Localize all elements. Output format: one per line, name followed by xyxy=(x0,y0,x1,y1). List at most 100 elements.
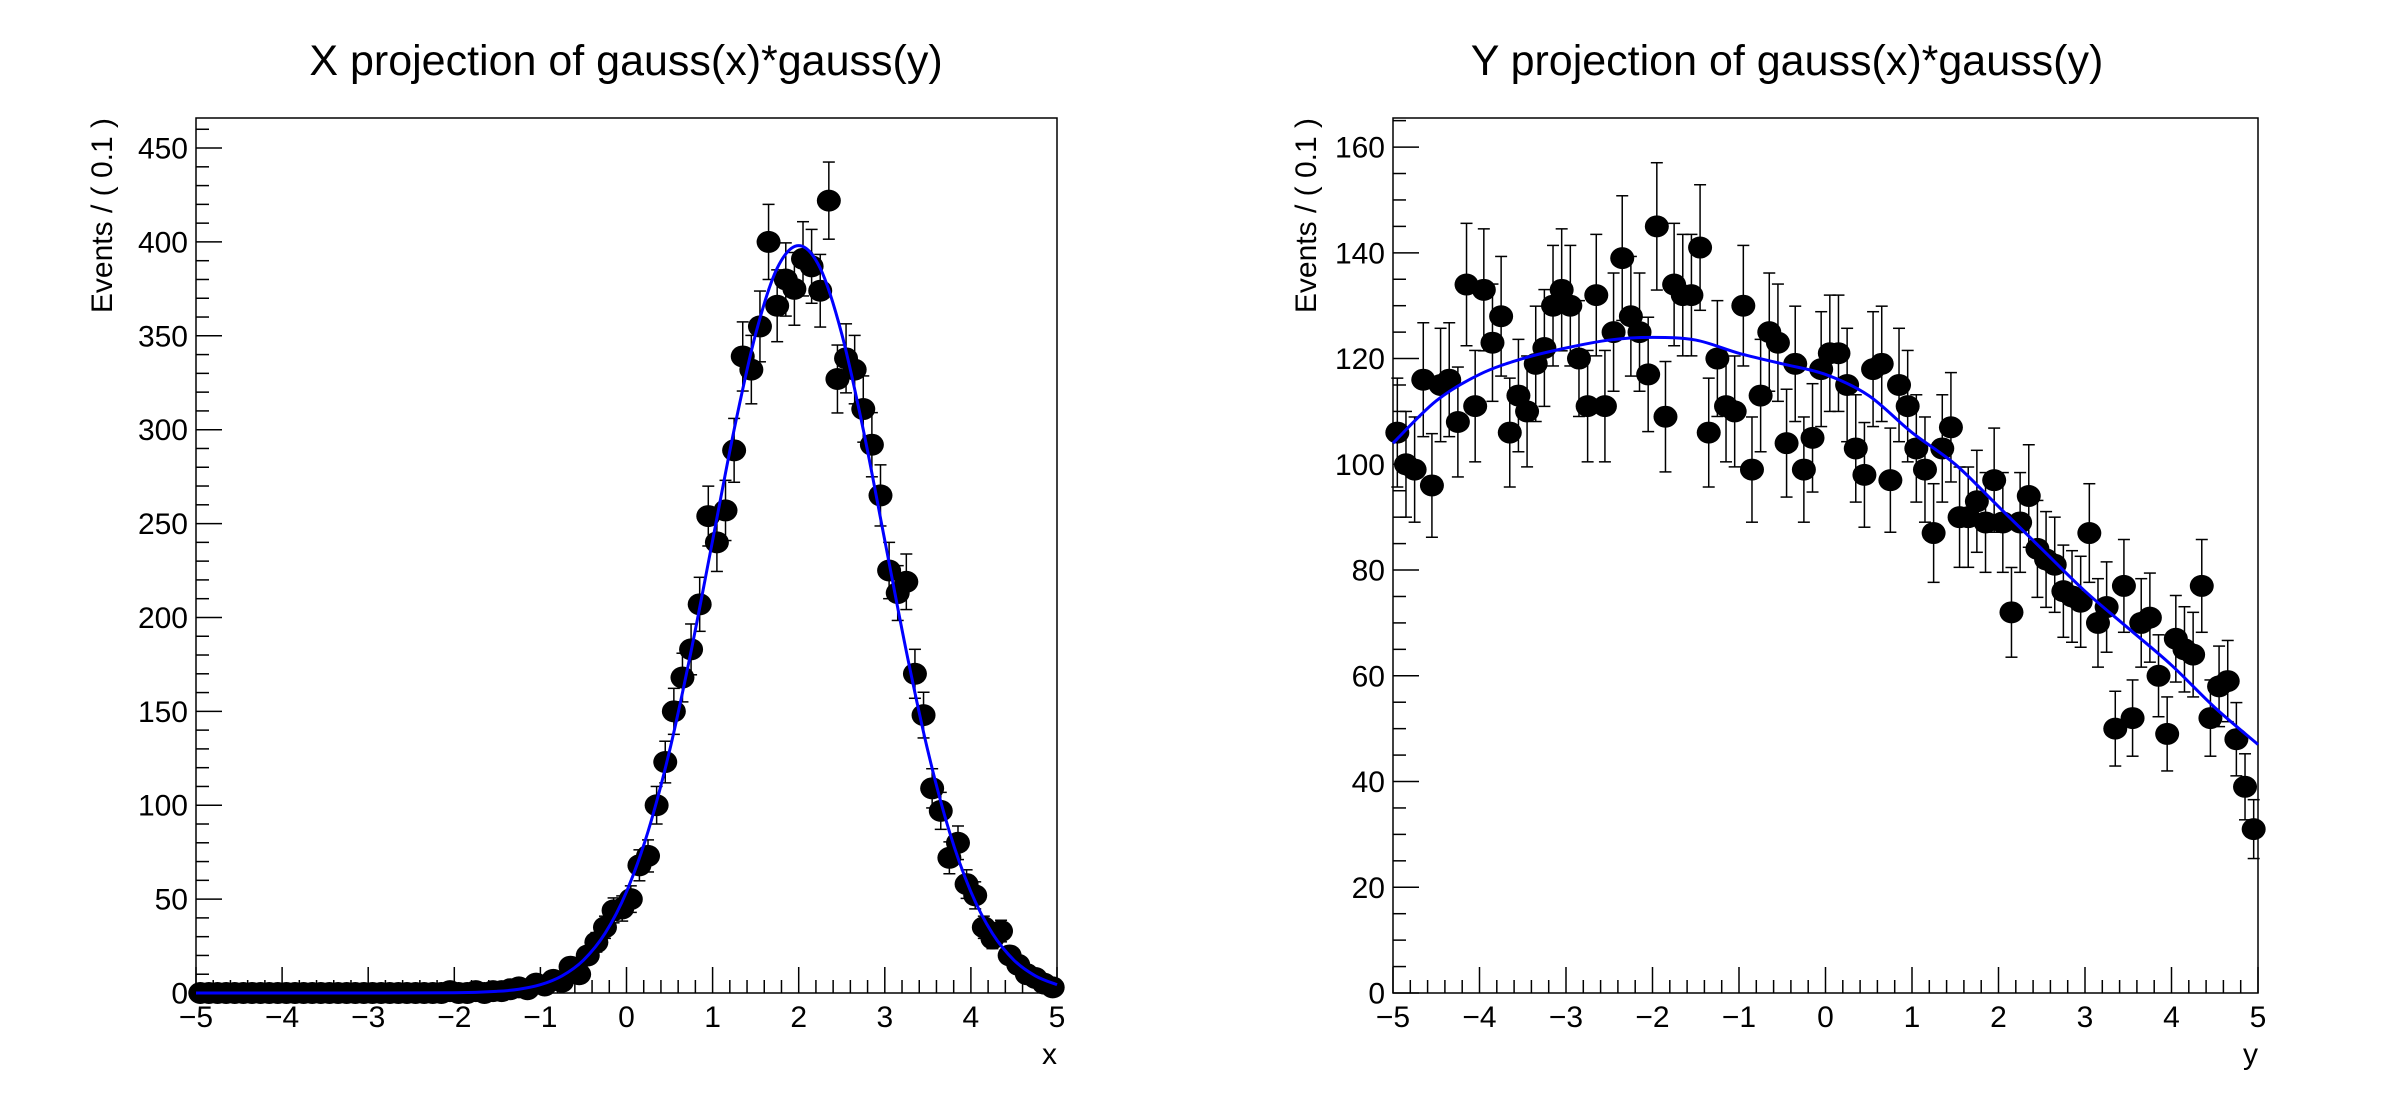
data-point xyxy=(1653,405,1678,428)
data-point xyxy=(2224,728,2249,751)
data-point xyxy=(1852,463,1877,486)
data-point xyxy=(1575,395,1600,418)
data-point xyxy=(2137,606,2162,629)
y-tick-label: 350 xyxy=(138,320,188,353)
y-tick-label: 40 xyxy=(1352,766,1385,799)
y-tick-label: 300 xyxy=(138,414,188,447)
data-point xyxy=(2189,574,2214,597)
data-point xyxy=(1826,342,1851,365)
data-point xyxy=(1696,421,1721,444)
data-point xyxy=(782,277,807,300)
y-tick-label: 80 xyxy=(1352,555,1385,588)
x-tick-label: −2 xyxy=(1635,1001,1669,1034)
data-point xyxy=(1791,458,1816,481)
data-point xyxy=(1445,411,1470,434)
y-tick-label: 120 xyxy=(1335,343,1385,376)
data-point xyxy=(1765,331,1790,354)
data-point xyxy=(1584,284,1609,307)
x-tick-label: −5 xyxy=(1376,1001,1410,1034)
x-tick-label: 2 xyxy=(1990,1001,2007,1034)
data-point xyxy=(2016,485,2041,508)
data-point xyxy=(911,704,936,727)
x-projection-panel: X projection of gauss(x)*gauss(y) x Even… xyxy=(86,37,1065,1071)
data-point xyxy=(1679,284,1704,307)
data-point xyxy=(1887,373,1912,396)
data-point xyxy=(1869,352,1894,375)
x-tick-label: 4 xyxy=(963,1001,980,1034)
x-tick-label: −1 xyxy=(1722,1001,1756,1034)
x-tick-label: −5 xyxy=(179,1001,213,1034)
data-point xyxy=(1921,522,1946,545)
data-point xyxy=(1489,305,1514,328)
x-tick-label: −4 xyxy=(265,1001,299,1034)
data-point xyxy=(894,570,919,593)
y-projection-panel: Y projection of gauss(x)*gauss(y) y Even… xyxy=(1290,37,2266,1071)
x-axis-label: x xyxy=(1042,1038,1057,1071)
data-point xyxy=(1748,384,1773,407)
data-point xyxy=(2103,717,2128,740)
data-point xyxy=(756,230,781,253)
data-point xyxy=(1385,421,1410,444)
data-point xyxy=(2198,707,2223,730)
data-point xyxy=(1912,458,1937,481)
data-point xyxy=(1497,421,1522,444)
y-tick-label: 160 xyxy=(1335,132,1385,165)
data-point xyxy=(1982,469,2007,492)
x-tick-label: 2 xyxy=(790,1001,807,1034)
y-tick-label: 400 xyxy=(138,226,188,259)
y-tick-label: 200 xyxy=(138,602,188,635)
x-tick-label: −3 xyxy=(351,1001,385,1034)
y-tick-label: 50 xyxy=(155,884,188,917)
data-point xyxy=(1774,432,1799,455)
data-point xyxy=(1566,347,1591,370)
fit-curve xyxy=(1391,335,2259,746)
plot-frame xyxy=(195,117,1058,994)
chart-title: X projection of gauss(x)*gauss(y) xyxy=(309,37,942,85)
x-tick-label: 1 xyxy=(704,1001,721,1034)
data-point xyxy=(1878,469,1903,492)
data-point xyxy=(1644,215,1669,238)
data-point xyxy=(2042,553,2067,576)
data-point xyxy=(1437,368,1462,391)
data-point xyxy=(1705,347,1730,370)
data-point xyxy=(661,700,686,723)
data-point xyxy=(653,751,678,774)
data-point xyxy=(1843,437,1868,460)
data-point xyxy=(1419,474,1444,497)
y-axis-label: Events / ( 0.1 ) xyxy=(1290,118,1323,313)
data-point xyxy=(2008,511,2033,534)
data-point xyxy=(1731,294,1756,317)
data-point xyxy=(2155,722,2180,745)
data-point xyxy=(2233,775,2258,798)
x-tick-label: 3 xyxy=(876,1001,893,1034)
plot-frame xyxy=(1392,117,2259,994)
x-tick-label: 5 xyxy=(2250,1001,2267,1034)
data-point xyxy=(747,315,772,338)
y-tick-label: 0 xyxy=(1368,978,1385,1011)
y-tick-label: 60 xyxy=(1352,660,1385,693)
data-point xyxy=(1739,458,1764,481)
fit-curve xyxy=(195,244,1058,995)
data-point xyxy=(1999,601,2024,624)
data-point xyxy=(1592,395,1617,418)
y-tick-label: 450 xyxy=(138,133,188,166)
x-tick-label: 3 xyxy=(2077,1001,2094,1034)
data-point xyxy=(2146,664,2171,687)
data-point xyxy=(1515,400,1540,423)
x-tick-label: −1 xyxy=(523,1001,557,1034)
data-point xyxy=(1610,247,1635,270)
data-point xyxy=(1402,458,1427,481)
data-point xyxy=(816,189,841,212)
data-point xyxy=(567,963,592,986)
data-point xyxy=(902,662,927,685)
data-point xyxy=(1973,511,1998,534)
data-point xyxy=(2111,574,2136,597)
data-point xyxy=(1800,426,1825,449)
chart-title: Y projection of gauss(x)*gauss(y) xyxy=(1471,37,2104,85)
y-tick-label: 100 xyxy=(138,790,188,823)
x-tick-label: 5 xyxy=(1049,1001,1066,1034)
x-axis-label: y xyxy=(2243,1038,2258,1071)
data-point xyxy=(1722,400,1747,423)
data-point xyxy=(2094,596,2119,619)
